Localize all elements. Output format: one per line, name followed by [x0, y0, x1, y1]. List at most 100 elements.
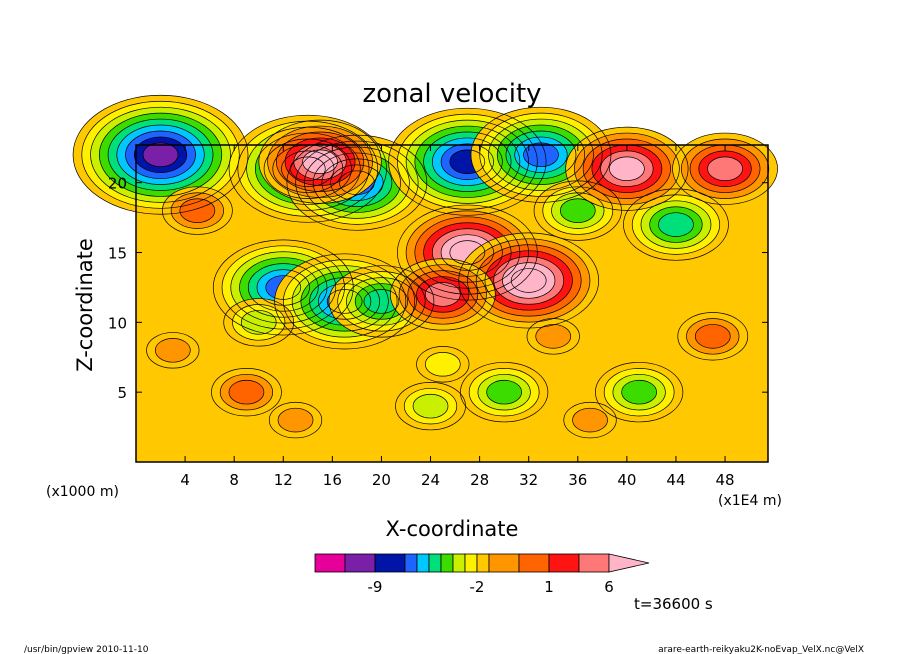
contour-7-7	[449, 149, 486, 175]
contour-7-6	[440, 143, 494, 180]
contour-3-4	[309, 277, 380, 326]
contour-10-0	[623, 188, 729, 261]
contour-14-0	[396, 204, 538, 301]
contour-2-2	[230, 251, 337, 324]
contour-21-1	[219, 373, 274, 411]
contour-1-3	[312, 152, 401, 213]
contour-9-2	[551, 192, 605, 229]
contour-26-0	[416, 346, 470, 383]
field-blob-13-level-2	[413, 394, 449, 419]
contour-6-4	[107, 118, 214, 191]
contour-20-4	[707, 156, 743, 181]
contour-8-2	[488, 118, 594, 191]
contour-13-0	[395, 381, 466, 431]
colorbar-cell-1	[344, 553, 376, 573]
colorbar-cell-7	[452, 553, 466, 573]
contour-14-6	[449, 240, 486, 265]
contour-3-1	[283, 259, 407, 344]
field-blob-5-level-2	[241, 310, 277, 335]
contour-4-3	[354, 283, 409, 320]
contour-8-5	[514, 136, 568, 173]
x-tick-label: 28	[470, 471, 489, 489]
x-tick-label: 36	[568, 471, 587, 489]
y-axis-label: Z-coordinate	[73, 238, 97, 372]
x-tick-label: 16	[323, 471, 342, 489]
contour-18-1	[267, 125, 373, 198]
contour-11-1	[468, 368, 540, 417]
contour-20-0	[672, 132, 778, 205]
contour-1-2	[304, 146, 410, 219]
plot-area	[72, 94, 778, 463]
field-blob-8-level-6	[523, 142, 559, 167]
contour-7-4	[423, 131, 512, 192]
contour-8-3	[496, 124, 586, 185]
contour-16-3	[416, 276, 470, 313]
contour-8-4	[505, 130, 577, 179]
contour-5-1	[232, 304, 286, 341]
contour-18-0	[258, 119, 382, 204]
y-tick-label: 15	[108, 245, 127, 263]
contour-4-2	[346, 277, 417, 326]
contour-1-1	[295, 140, 419, 225]
x-tick-label: 48	[716, 471, 735, 489]
contour-6-6	[125, 130, 196, 179]
contour-11-2	[477, 373, 531, 411]
field-blob-23-level-1	[572, 408, 608, 433]
field-blob-24-level-2	[695, 324, 731, 349]
contour-9-3	[559, 198, 596, 223]
contour-4-4	[363, 289, 400, 314]
contour-1-5	[330, 164, 384, 201]
colorbar-label: -2	[470, 578, 485, 596]
contour-5-2	[240, 310, 277, 335]
x-unit-left: (x1000 m)	[46, 484, 119, 500]
colorbar-extension	[608, 553, 650, 573]
contour-26-1	[424, 351, 461, 377]
y-tick-label: 5	[117, 384, 127, 402]
colorbar-cell-5	[428, 553, 442, 573]
contour-2-3	[239, 257, 328, 318]
contour-10-2	[640, 200, 712, 249]
time-label: t=36600 s	[634, 595, 713, 613]
contour-4-1	[337, 271, 426, 332]
contour-6-5	[116, 124, 205, 185]
contour-17-1	[574, 132, 680, 205]
colorbar-cell-3	[404, 553, 418, 573]
x-unit-right: (x1E4 m)	[718, 493, 782, 509]
contour-22-1	[277, 407, 314, 433]
x-tick-label: 32	[519, 471, 538, 489]
contour-12-3	[621, 379, 657, 405]
field-blob-12-level-3	[621, 380, 657, 405]
contour-8-1	[479, 112, 603, 197]
contour-7-1	[396, 113, 538, 210]
contour-17-5	[609, 156, 645, 181]
contour-3-6	[326, 289, 363, 314]
field-blob-21-level-2	[228, 380, 264, 405]
contour-23-1	[572, 407, 608, 433]
x-tick-label: 44	[666, 471, 685, 489]
contour-11-0	[460, 362, 549, 423]
contour-19-2	[179, 198, 216, 223]
colorbar-cell-8	[464, 553, 478, 573]
contour-15-1	[467, 238, 591, 323]
contour-15-4	[493, 256, 565, 305]
colorbar-cell-12	[548, 553, 580, 573]
x-tick-label: 24	[421, 471, 440, 489]
contour-12-0	[595, 362, 684, 423]
contour-0-7	[289, 156, 326, 181]
contour-6-1	[81, 100, 240, 209]
contour-7-0	[388, 107, 547, 216]
contour-15-3	[484, 250, 573, 311]
x-axis-label: X-coordinate	[386, 517, 519, 541]
colorbar-cell-11	[518, 553, 550, 573]
contour-15-6	[510, 268, 547, 293]
contour-16-2	[407, 270, 479, 319]
contour-14-4	[431, 228, 503, 277]
colorbar-cell-4	[416, 553, 430, 573]
colorbar-cell-13	[578, 553, 610, 573]
contour-0-0	[228, 114, 387, 223]
field-blob-17-level-5	[609, 156, 645, 181]
contour-6-2	[90, 106, 231, 203]
contour-13-1	[403, 387, 458, 425]
contour-13-2	[412, 393, 449, 419]
contour-27-1	[535, 324, 572, 349]
